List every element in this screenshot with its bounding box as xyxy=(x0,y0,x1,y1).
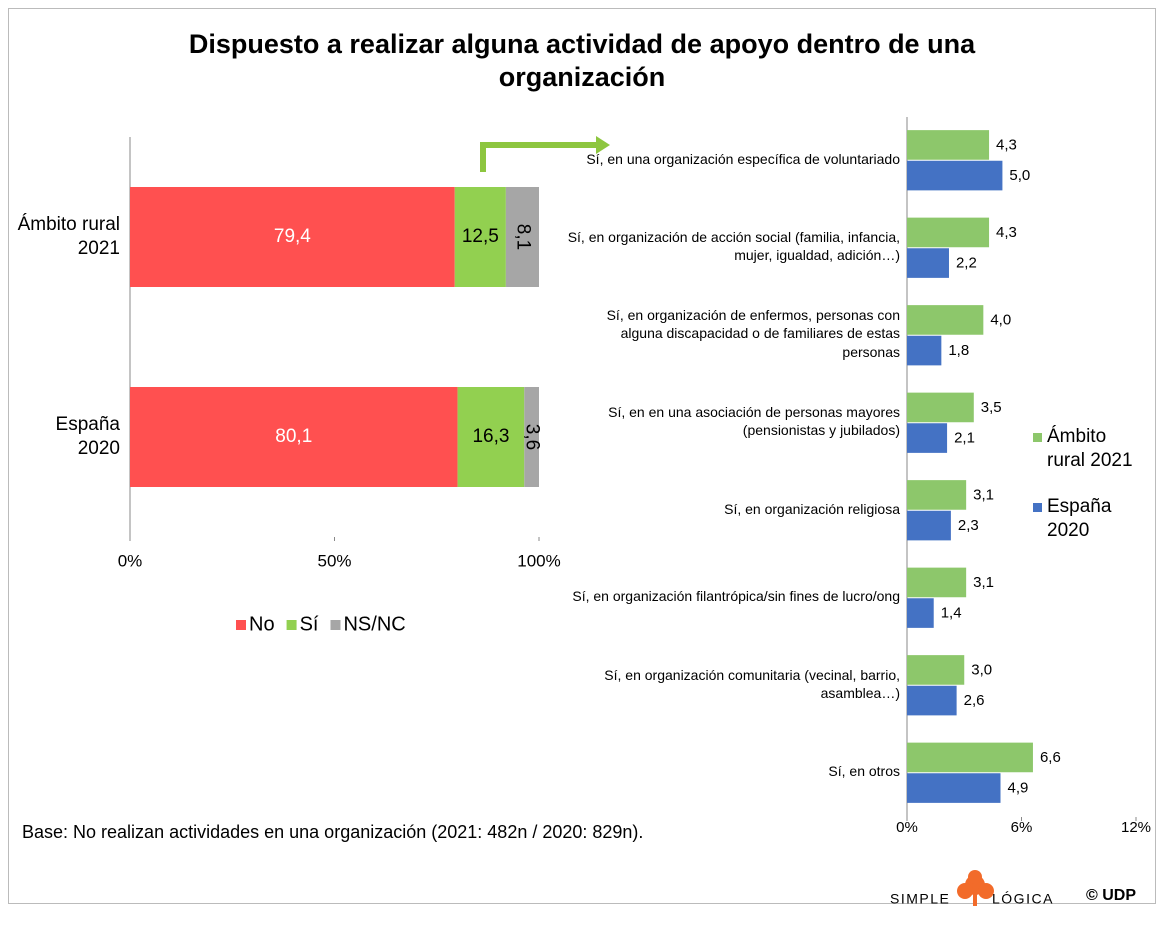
x-tick-label: 100% xyxy=(517,551,560,570)
value-label: 79,4 xyxy=(274,226,311,247)
logo-text: LÓGICA xyxy=(992,891,1054,907)
category-label: Ámbito rural 2021 xyxy=(17,213,120,260)
logo-copyright: © UDP xyxy=(1086,887,1136,904)
value-label: 16,3 xyxy=(472,426,509,447)
bar xyxy=(907,423,948,453)
legend-swatch xyxy=(1033,433,1042,442)
value-label: 1,8 xyxy=(948,342,969,359)
bar-segment xyxy=(130,187,455,287)
bar-segment xyxy=(130,387,458,487)
bar xyxy=(907,335,942,366)
category-label: Sí, en en una asociación de personas may… xyxy=(608,404,900,439)
legend-label: Sí xyxy=(300,613,319,635)
value-label: 2,6 xyxy=(964,692,985,709)
value-label: 3,6 xyxy=(522,424,543,450)
category-label: Sí, en organización religiosa xyxy=(724,500,900,517)
bar xyxy=(907,305,984,335)
legend-label: NS/NC xyxy=(343,613,405,635)
x-tick-label: 50% xyxy=(317,551,351,570)
x-tick-label: 12% xyxy=(1121,819,1151,836)
value-label: 2,1 xyxy=(954,430,975,447)
category-label: Sí, en una organización específica de vo… xyxy=(586,150,900,167)
arrow xyxy=(480,142,596,172)
bar-segment xyxy=(505,187,539,287)
legend-swatch xyxy=(1033,503,1042,512)
value-label: 4,3 xyxy=(996,224,1017,241)
category-label: Sí, en organización comunitaria (vecinal… xyxy=(604,666,900,701)
value-label: 4,9 xyxy=(1008,780,1029,797)
bar xyxy=(907,598,934,628)
value-label: 3,5 xyxy=(981,399,1002,416)
x-tick-label: 6% xyxy=(1011,819,1033,836)
value-label: 4,3 xyxy=(996,136,1017,153)
bar xyxy=(907,217,990,248)
category-label: España 2020 xyxy=(55,413,120,460)
category-label: Sí, en organización de enfermos, persona… xyxy=(606,307,900,360)
value-label: 8,1 xyxy=(512,224,533,250)
category-label: Sí, en organización de acción social (fa… xyxy=(567,229,900,264)
bar xyxy=(907,685,957,716)
value-label: 4,0 xyxy=(990,311,1011,328)
legend-label: España 2020 xyxy=(1047,496,1112,541)
arrow-head xyxy=(596,136,610,154)
category-label: Sí, en organización filantrópica/sin fin… xyxy=(572,588,900,605)
bar-segment xyxy=(524,387,539,487)
logo-tree xyxy=(957,870,994,906)
category-label: Sí, en otros xyxy=(828,763,900,780)
value-label: 12,5 xyxy=(462,226,499,247)
legend-swatch xyxy=(236,620,246,630)
value-label: 80,1 xyxy=(275,426,312,447)
x-tick-label: 0% xyxy=(118,551,143,570)
bar-segment xyxy=(457,387,525,487)
bar xyxy=(907,567,967,598)
value-label: 5,0 xyxy=(1009,167,1030,184)
legend-swatch xyxy=(330,620,341,630)
frame xyxy=(8,8,1156,904)
value-label: 3,1 xyxy=(973,486,994,503)
bar xyxy=(907,130,990,160)
value-label: 6,6 xyxy=(1040,749,1061,766)
bar xyxy=(907,773,1001,803)
legend-label: No xyxy=(249,613,275,635)
title: Dispuesto a realizar alguna actividad de… xyxy=(188,29,976,92)
value-label: 1,4 xyxy=(941,605,962,622)
logo-text: SIMPLE xyxy=(890,891,950,907)
footnote: Base: No realizan actividades en una org… xyxy=(22,822,644,842)
legend-label: Ámbito rural 2021 xyxy=(1047,426,1133,471)
bar xyxy=(907,655,965,685)
bar xyxy=(907,248,949,278)
value-label: 2,2 xyxy=(956,255,977,272)
x-tick-label: 0% xyxy=(896,819,918,836)
bar xyxy=(907,510,951,541)
bar xyxy=(907,480,967,510)
value-label: 3,1 xyxy=(973,574,994,591)
bar xyxy=(907,392,974,423)
value-label: 3,0 xyxy=(971,661,992,678)
bar-segment xyxy=(454,187,506,287)
legend-swatch xyxy=(286,620,297,630)
value-label: 2,3 xyxy=(958,517,979,534)
bar xyxy=(907,160,1003,191)
bar xyxy=(907,742,1033,773)
